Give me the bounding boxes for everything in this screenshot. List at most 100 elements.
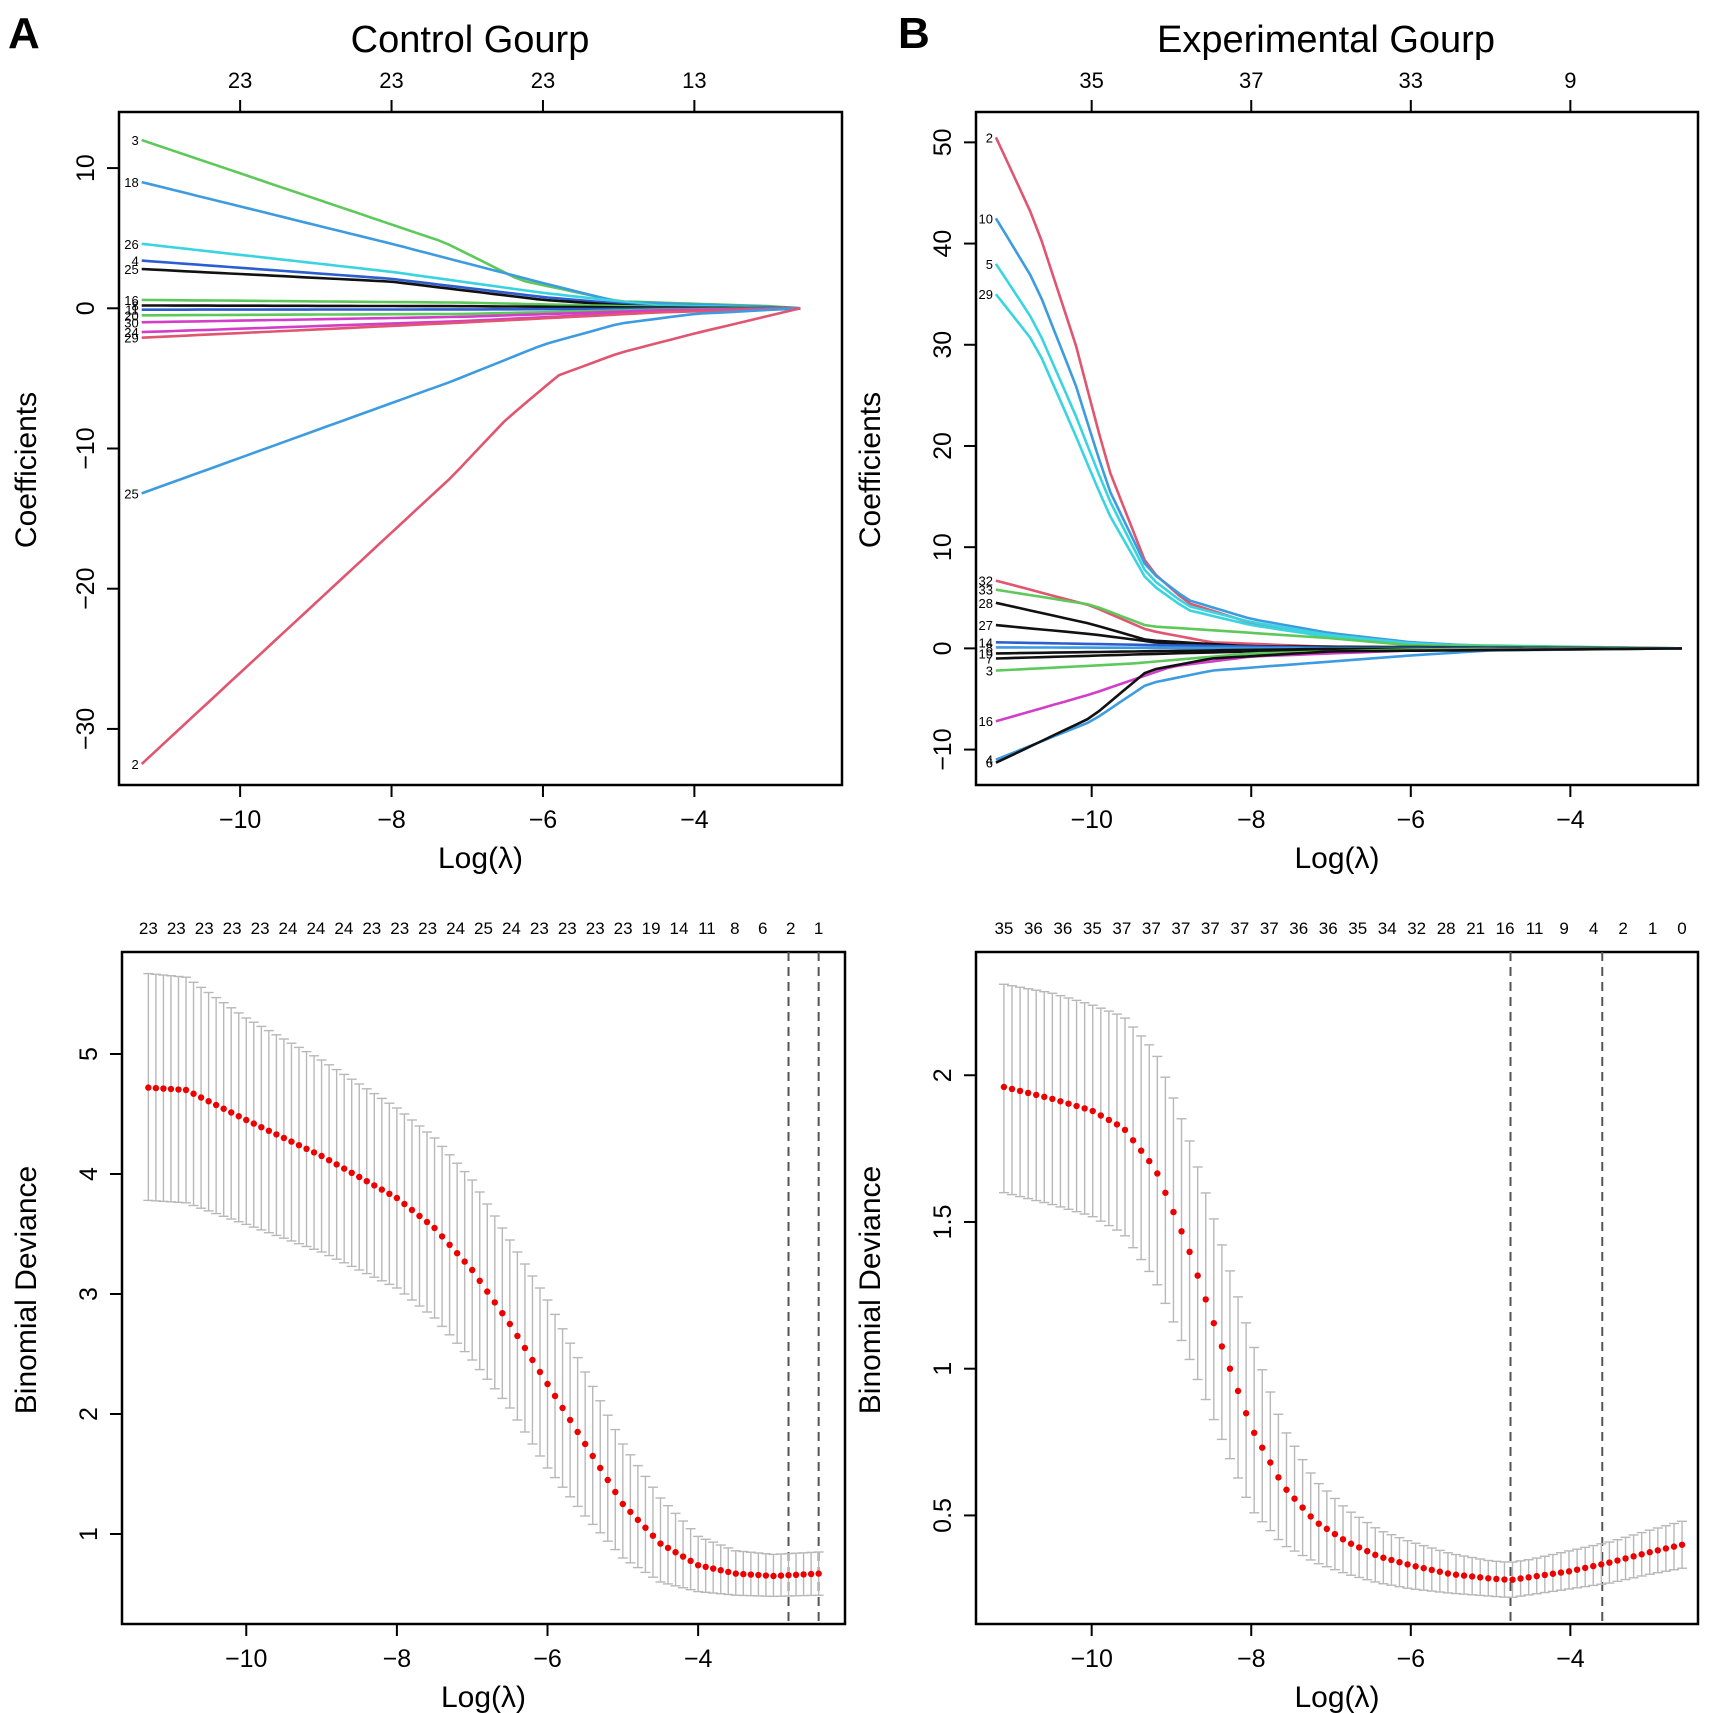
cv-point: [1590, 1562, 1597, 1570]
cv-point: [672, 1549, 679, 1556]
top-df-label: 8: [730, 919, 739, 938]
cv-point: [506, 1320, 514, 1328]
x-tick-label: −10: [1070, 806, 1112, 834]
coef-label: 14: [978, 635, 992, 650]
cv-point: [740, 1570, 747, 1578]
x-tick-label: −6: [529, 806, 558, 834]
top-df-label: 34: [1378, 919, 1397, 938]
y-tick-label: 3: [75, 1287, 103, 1301]
x-axis-label: Log(λ): [438, 842, 523, 875]
cv-point: [1081, 1105, 1088, 1112]
cv-point: [1396, 1558, 1403, 1566]
y-tick-label: −10: [929, 728, 957, 770]
y-tick-label: −30: [72, 708, 100, 750]
cv-point: [325, 1157, 333, 1164]
top-df-label: 11: [698, 919, 716, 938]
x-tick-label: −4: [1556, 806, 1585, 834]
cv-point: [145, 1084, 152, 1091]
y-tick-label: 1: [75, 1527, 103, 1541]
cv-point: [228, 1109, 235, 1116]
top-df-label: 37: [1201, 919, 1220, 938]
x-tick-label: −10: [225, 1645, 267, 1673]
y-tick-label: 2: [75, 1407, 103, 1421]
cv-point: [815, 1570, 822, 1577]
cv-point: [762, 1572, 770, 1579]
coef-path-18: [141, 180, 801, 310]
coef-label: 26: [124, 237, 138, 252]
top-tick-label: 23: [531, 68, 555, 93]
top-df-label: 0: [1677, 919, 1686, 938]
coef-path-6: [995, 647, 1683, 764]
y-tick-label: −10: [72, 427, 100, 469]
top-df-label: 37: [1230, 919, 1249, 938]
coef-label: 8: [986, 640, 993, 655]
coef-label: 27: [978, 618, 992, 633]
cv-point: [408, 1206, 416, 1214]
cv-point: [1654, 1547, 1662, 1554]
cv-point: [777, 1572, 785, 1579]
cv-point: [288, 1138, 295, 1145]
top-df-label: 14: [670, 919, 689, 938]
top-df-label: 23: [614, 919, 633, 938]
cv-point: [1267, 1459, 1274, 1466]
top-df-label: 36: [1053, 919, 1072, 938]
top-df-label: 23: [223, 919, 242, 938]
coef-label: 8: [131, 298, 138, 313]
cv-point: [1226, 1365, 1234, 1372]
top-df-label: 36: [1024, 919, 1043, 938]
cv-point: [363, 1178, 370, 1185]
cv-point: [250, 1120, 257, 1127]
cv-point: [499, 1310, 506, 1317]
cv-point: [461, 1258, 468, 1265]
cv-point: [348, 1169, 355, 1177]
cv-point: [1380, 1554, 1387, 1561]
cv-point: [559, 1404, 566, 1412]
cv-point: [1622, 1555, 1629, 1562]
cv-point: [1105, 1116, 1113, 1124]
top-df-label: 24: [306, 919, 325, 938]
top-df-label: 21: [1466, 919, 1485, 938]
panel-title-experimental: Experimental Gourp: [1157, 19, 1495, 61]
coef-path-26: [141, 242, 801, 310]
coef-label: 5: [986, 257, 993, 272]
top-df-label: 37: [1260, 919, 1279, 938]
x-tick-label: −10: [1070, 1645, 1112, 1673]
cv-point: [725, 1568, 732, 1576]
cv-point: [521, 1344, 529, 1352]
top-df-label: 23: [362, 919, 381, 938]
cv-point: [1000, 1083, 1008, 1091]
cv-point: [710, 1565, 717, 1572]
cv-point: [1162, 1189, 1169, 1196]
cv-point: [1121, 1126, 1129, 1134]
y-tick-label: 1.5: [929, 1205, 957, 1240]
cv-point: [1041, 1093, 1048, 1101]
top-tick-label: 9: [1564, 68, 1576, 93]
y-tick-label: 20: [929, 432, 957, 460]
cv-point: [732, 1570, 739, 1577]
cv-point: [1541, 1571, 1549, 1579]
coef-label: 7: [986, 651, 993, 666]
coef-label: 6: [986, 756, 993, 771]
y-tick-label: 30: [929, 331, 957, 359]
coef-label: 28: [978, 596, 992, 611]
cv-point: [747, 1571, 755, 1578]
cv-point: [197, 1094, 205, 1101]
cv-point: [1485, 1575, 1492, 1582]
y-tick-label: 2: [929, 1068, 957, 1082]
cv-point: [1178, 1228, 1185, 1235]
coef-label: 11: [125, 303, 139, 318]
coef-label: 4: [986, 753, 993, 768]
cv-point: [1137, 1147, 1145, 1154]
cv-point: [1444, 1570, 1452, 1577]
y-tick-label: 0: [72, 301, 100, 315]
cv-point: [1307, 1513, 1314, 1520]
cv-point: [1033, 1091, 1040, 1099]
coef-label: 2: [131, 757, 138, 772]
coef-label: 32: [978, 574, 992, 589]
coef-path-25: [141, 307, 801, 495]
panel-letter-b: B: [898, 9, 930, 58]
cv-point: [182, 1086, 190, 1094]
cv-point: [438, 1233, 446, 1240]
cv-point: [1089, 1107, 1096, 1115]
